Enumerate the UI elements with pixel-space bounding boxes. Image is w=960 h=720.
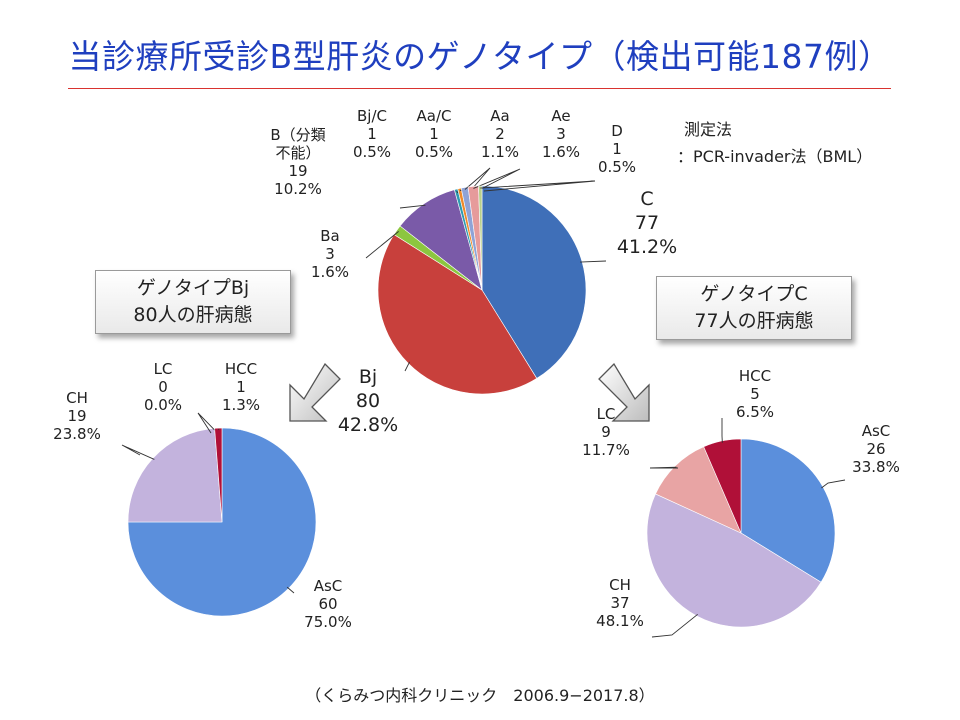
callout-bj-subtitle: 80人の肝病態 (133, 304, 253, 326)
leader-line-ae (473, 168, 521, 191)
callout-genotype-bj: ゲノタイプBj 80人の肝病態 (95, 270, 291, 334)
data-label-lc: LC (597, 405, 616, 423)
data-label-c: 77 (635, 212, 659, 234)
data-label-aa-c: Aa/C (417, 107, 452, 125)
leader-line-bj-c (456, 191, 459, 194)
pie-slice-d (478, 185, 483, 291)
data-label-hcc: 1.3% (222, 396, 260, 414)
slide-title: 当診療所受診B型肝炎のゲノタイプ（検出可能187例） (68, 37, 892, 76)
data-label-b: 不能） (275, 144, 320, 162)
data-label-b: 10.2% (274, 180, 322, 198)
data-label-aa: Aa (490, 107, 509, 125)
data-label-d: D (611, 122, 623, 140)
data-label-ba: 1.6% (311, 263, 349, 281)
title-divider (68, 88, 891, 89)
leader-line-lc (197, 412, 216, 434)
data-label-lc: 9 (601, 423, 611, 441)
data-label-bj-c: 0.5% (353, 143, 391, 161)
data-label-aa: 1.1% (481, 143, 519, 161)
data-label-ch: CH (609, 576, 631, 594)
leader-line-ch (651, 613, 698, 638)
pie-slice-ch (127, 427, 223, 523)
data-label-hcc: HCC (225, 360, 257, 378)
arrow-down-left-icon (289, 362, 341, 422)
callout-c-title: ゲノタイプC (700, 283, 808, 305)
data-label-lc: 0 (158, 378, 168, 396)
data-label-ae: 1.6% (542, 143, 580, 161)
leader-line-bj (404, 361, 411, 372)
leader-line-lc (649, 466, 678, 469)
callout-c-subtitle: 77人の肝病態 (694, 310, 814, 332)
leader-line-ba (365, 230, 399, 259)
arrow-down-right-icon (598, 362, 650, 422)
data-label-aa: 2 (495, 125, 505, 143)
data-label-asc: 60 (318, 595, 337, 613)
pie-slice-hcc (214, 427, 223, 523)
leader-line-ch (121, 444, 155, 460)
method-detail: ：PCR-invader法（BML） (677, 147, 873, 166)
pie-slice-ch (646, 493, 822, 628)
data-label-ae: Ae (551, 107, 570, 125)
data-label-bj: 42.8% (338, 414, 398, 436)
leader-line-d (480, 180, 596, 192)
data-label-ba: Ba (320, 227, 339, 245)
data-label-bj-c: 1 (367, 125, 377, 143)
data-label-lc: 0.0% (144, 396, 182, 414)
pie-slice-c (481, 185, 587, 379)
data-label-ae: 3 (556, 125, 566, 143)
leader-line-b (399, 204, 426, 209)
data-label-b: 19 (288, 162, 307, 180)
leader-line-hcc (218, 428, 220, 431)
leader-line-asc (286, 586, 295, 594)
data-label-asc: 33.8% (852, 458, 900, 476)
data-label-ch: 23.8% (53, 425, 101, 443)
data-label-hcc: HCC (739, 367, 771, 385)
data-label-b: B（分類 (270, 126, 325, 144)
data-label-aa-c: 0.5% (415, 143, 453, 161)
data-label-c: 41.2% (617, 236, 677, 258)
data-label-lc: LC (154, 360, 173, 378)
data-label-bj: Bj (359, 366, 377, 388)
footer-source: （くらみつ内科クリニック 2006.9−2017.8） (305, 686, 655, 705)
data-label-ch: 19 (67, 407, 86, 425)
data-label-ch: 48.1% (596, 612, 644, 630)
callout-genotype-c: ゲノタイプC 77人の肝病態 (656, 276, 852, 340)
leader-line-aa (464, 167, 491, 190)
data-label-d: 0.5% (598, 158, 636, 176)
data-label-ch: 37 (610, 594, 629, 612)
data-label-d: 1 (612, 140, 622, 158)
data-label-bj: 80 (356, 390, 380, 412)
data-label-bj-c: Bj/C (357, 107, 387, 125)
data-label-c: C (640, 188, 653, 210)
callout-bj-title: ゲノタイプBj (136, 277, 250, 299)
leader-line-c (580, 260, 607, 263)
data-label-aa-c: 1 (429, 125, 439, 143)
data-label-asc: 26 (866, 440, 885, 458)
leader-line-asc (821, 479, 846, 489)
data-label-hcc: 1 (236, 378, 246, 396)
data-label-ba: 3 (325, 245, 335, 263)
genotype-pie-chart: C7741.2%Bj8042.8%Ba31.6%B（分類不能）1910.2%Bj… (270, 107, 677, 436)
method-heading: 測定法 (684, 120, 733, 139)
data-label-ch: CH (66, 389, 88, 407)
pie-slice-bj (377, 234, 538, 395)
data-label-asc: AsC (314, 577, 343, 595)
data-label-hcc: 6.5% (736, 403, 774, 421)
data-label-asc: 75.0% (304, 613, 352, 631)
data-label-asc: AsC (862, 422, 891, 440)
data-label-lc: 11.7% (582, 441, 630, 459)
data-label-hcc: 5 (750, 385, 760, 403)
